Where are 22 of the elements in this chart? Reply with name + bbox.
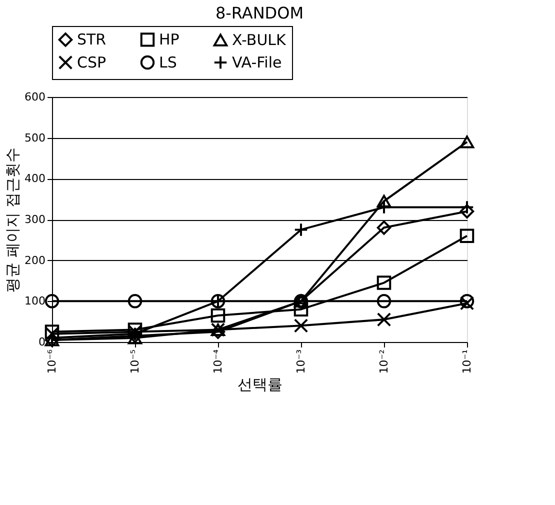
x-tick-label: 10⁻⁶	[46, 348, 58, 374]
legend-label: CSP	[77, 54, 106, 72]
x-tick-label: 10⁻²	[378, 350, 390, 374]
x-tick-label: 10⁻⁴	[212, 348, 224, 374]
y-tick-label: 500	[24, 131, 46, 144]
legend-label: X-BULK	[232, 31, 288, 50]
y-tick-label: 600	[24, 90, 46, 104]
x-tick-label: 10⁻³	[294, 350, 308, 374]
chart-title: 8-RANDOM	[215, 4, 304, 22]
legend-label: STR	[77, 30, 106, 49]
x-axis-title: 선택률	[238, 376, 282, 394]
y-tick-label: 400	[24, 172, 46, 186]
y-tick-label: 200	[24, 254, 46, 267]
y-tick-label: 300	[24, 213, 46, 226]
x-tick-label: 10⁻¹	[460, 350, 474, 374]
legend-label: HP	[159, 30, 180, 49]
legend-label: LS	[159, 54, 177, 72]
y-tick-label: 100	[24, 294, 46, 308]
y-axis-title: 평균 페이지 접근횟수	[4, 148, 22, 292]
y-tick-label: 0	[38, 336, 46, 348]
legend-label: VA-File	[232, 54, 282, 72]
x-tick-label: 10⁻⁵	[128, 350, 142, 374]
